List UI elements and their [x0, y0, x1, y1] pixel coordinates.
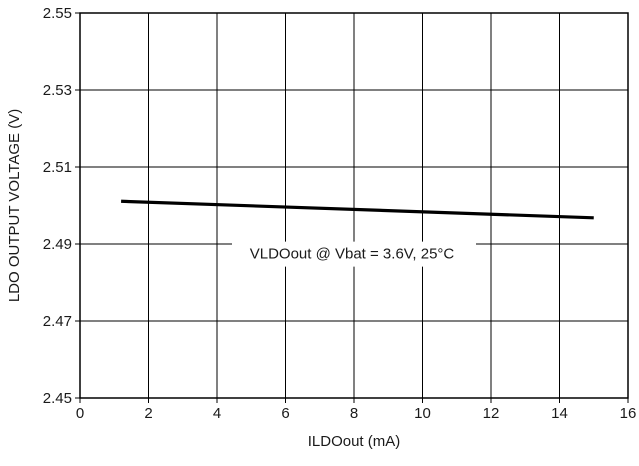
- x-tick-label: 14: [551, 405, 568, 422]
- x-tick-label: 4: [213, 405, 221, 422]
- y-tick-label: 2.49: [43, 236, 72, 253]
- y-tick-label: 2.47: [43, 313, 72, 330]
- y-axis-title: LDO OUTPUT VOLTAGE (V): [6, 109, 23, 302]
- annotation-label: VLDOout @ Vbat = 3.6V, 25°C: [250, 246, 455, 263]
- annotations: VLDOout @ Vbat = 3.6V, 25°C: [232, 241, 476, 267]
- axis-titles: ILDOout (mA) LDO OUTPUT VOLTAGE (V): [6, 109, 400, 450]
- y-tick-label: 2.53: [43, 82, 72, 99]
- series: [121, 199, 594, 220]
- series-line: [121, 199, 594, 220]
- x-tick-label: 6: [281, 405, 289, 422]
- tick-labels: 0 2 4 6 8 10 12 14 16 2.45 2.47 2.49 2.51 2.53 2.55: [43, 5, 637, 422]
- x-axis-title: ILDOout (mA): [308, 433, 401, 450]
- axes: [75, 12, 629, 403]
- y-tick-label: 2.55: [43, 5, 72, 22]
- y-tick-label: 2.45: [43, 390, 72, 407]
- x-tick-label: 12: [483, 405, 500, 422]
- x-tick-label: 8: [350, 405, 358, 422]
- grid: [80, 13, 628, 398]
- y-tick-label: 2.51: [43, 159, 72, 176]
- x-tick-label: 10: [414, 405, 431, 422]
- x-tick-label: 0: [76, 405, 84, 422]
- annotation-background: [232, 241, 476, 267]
- x-tick-label: 2: [144, 405, 152, 422]
- x-tick-label: 16: [620, 405, 637, 422]
